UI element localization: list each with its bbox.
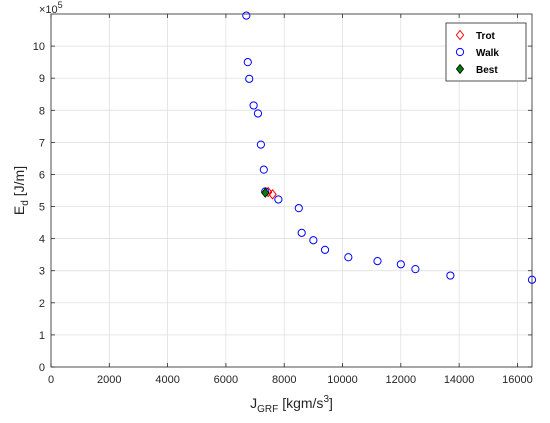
data-point-walk — [249, 101, 258, 110]
y-tick-label: 3 — [39, 266, 45, 278]
x-title-main: J — [250, 395, 257, 411]
y-tick-label: 8 — [39, 105, 45, 117]
x-tick-label: 6000 — [214, 374, 238, 386]
plot-area — [50, 13, 533, 368]
y-exponent-base: ×10 — [39, 4, 58, 16]
y-tick-label: 5 — [39, 202, 45, 214]
data-point-walk — [320, 245, 330, 254]
y-exponent-power: 5 — [58, 0, 63, 10]
data-point-walk — [274, 195, 283, 204]
data-point-walk — [242, 11, 251, 20]
x-tick-label: 4000 — [155, 374, 179, 386]
data-point-walk — [373, 257, 382, 266]
y-title-unit: [J/m] — [11, 166, 27, 196]
data-point-walk — [446, 271, 455, 280]
legend-marker-trot — [455, 29, 465, 41]
y-tick-label: 6 — [39, 169, 45, 181]
legend-marker-best — [455, 63, 465, 75]
y-tick-label: 10 — [33, 41, 45, 53]
x-tick-label: 16000 — [502, 374, 533, 386]
data-point-walk — [309, 236, 318, 245]
x-tick-label: 0 — [48, 374, 54, 386]
x-tick-label: 2000 — [97, 374, 121, 386]
y-tick-label: 4 — [39, 234, 45, 246]
data-point-walk — [243, 58, 252, 67]
y-title-sub: d — [20, 200, 31, 206]
x-tick-label: 14000 — [444, 374, 475, 386]
y-title-main: E — [11, 206, 27, 215]
x-title-unit: [kgm/s — [282, 395, 323, 411]
data-point-walk — [245, 74, 254, 83]
y-axis-title: Ed [J/m] — [11, 166, 31, 215]
legend-label-best: Best — [476, 65, 498, 76]
axis-ticks: 0 2000 4000 6000 8000 10000 12000 14000 16000 0 1 2… — [33, 14, 533, 386]
data-points — [242, 11, 537, 284]
data-point-walk — [256, 140, 265, 149]
y-tick-label: 0 — [39, 362, 45, 374]
y-tick-label: 1 — [39, 330, 45, 342]
data-point-trot — [268, 189, 277, 200]
x-tick-label: 12000 — [386, 374, 417, 386]
legend: Trot Walk Best — [445, 22, 527, 82]
data-point-walk — [396, 260, 405, 269]
data-point-walk — [253, 109, 263, 118]
x-axis-title: JGRF [kgm/s3] — [250, 394, 333, 415]
data-point-walk — [297, 228, 306, 237]
data-point-best — [261, 187, 270, 198]
x-tick-label: 8000 — [272, 374, 296, 386]
y-axis-exponent: ×105 — [39, 0, 63, 16]
data-point-walk — [294, 204, 303, 213]
x-tick-label: 10000 — [327, 374, 358, 386]
x-title-sub: GRF — [257, 404, 278, 415]
y-tick-label: 2 — [39, 298, 45, 310]
x-title-unit-end: ] — [329, 395, 333, 411]
y-tick-label: 9 — [39, 73, 45, 85]
data-point-walk — [344, 253, 353, 262]
data-point-walk — [411, 265, 420, 274]
data-point-walk — [259, 165, 268, 174]
data-point-walk — [527, 275, 537, 284]
legend-marker-walk — [455, 47, 465, 57]
legend-label-walk: Walk — [476, 48, 499, 59]
x-title-unit-sup: 3 — [323, 394, 329, 405]
legend-label-trot: Trot — [476, 31, 496, 42]
y-tick-label: 7 — [39, 137, 45, 149]
